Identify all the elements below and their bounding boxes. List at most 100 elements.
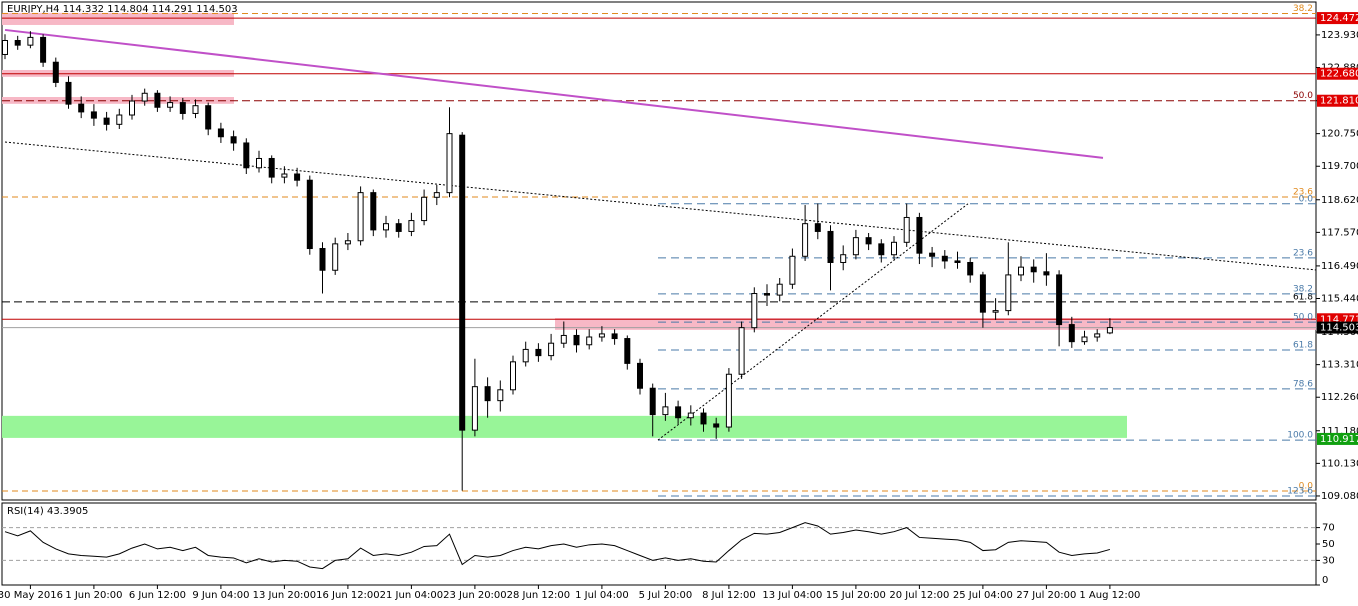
y-tick-label: 123.930 [1321, 30, 1358, 41]
candle-body [27, 36, 34, 46]
price-tag-label: 114.771 [1320, 314, 1358, 325]
candle-body [1068, 324, 1075, 343]
candle-body [141, 92, 148, 102]
candle-body [725, 373, 732, 428]
level-label: 50.0 [1293, 313, 1313, 323]
x-tick-label: 30 May 2016 [0, 590, 63, 601]
y-tick-label: 116.490 [1321, 261, 1358, 272]
x-tick-label: 5 Jul 20:00 [639, 590, 693, 601]
candle-body [510, 361, 516, 391]
candle-body [103, 117, 110, 125]
candle-body [129, 100, 135, 116]
rsi-y-tick-label: 50 [1322, 539, 1335, 550]
y-tick-label: 111.180 [1321, 426, 1358, 437]
candle-body [2, 39, 8, 55]
price-tag [1317, 321, 1358, 334]
candle-body [764, 293, 770, 296]
candle-body [230, 136, 237, 144]
level-label: 61.8 [1293, 341, 1313, 351]
candle-body [738, 327, 745, 375]
candle-body [357, 192, 364, 242]
candle-body [891, 241, 897, 256]
level-label: 38.2 [1293, 284, 1313, 294]
candle-body [1018, 266, 1024, 276]
rsi-line [4, 522, 1111, 570]
trendline [657, 203, 969, 441]
candle-body [167, 102, 174, 108]
candle-body [332, 243, 339, 271]
y-tick-label: 110.130 [1321, 458, 1358, 469]
level-label: 23.6 [1293, 187, 1313, 197]
y-tick-label: 120.750 [1321, 129, 1358, 140]
x-tick-label: 8 Jul 12:00 [702, 590, 756, 601]
candle-body [14, 39, 21, 46]
candle-body [586, 336, 593, 346]
x-tick-label: 15 Jul 20:00 [826, 590, 886, 601]
x-tick-label: 1 Jun 20:00 [65, 590, 122, 601]
level-label: 0.0 [1299, 194, 1314, 204]
candle-body [116, 114, 123, 125]
x-tick-label: 27 Jul 20:00 [1016, 590, 1076, 601]
candle-body [154, 92, 161, 108]
candle-body [903, 216, 910, 243]
candle-body [675, 406, 682, 419]
candle-body [78, 103, 85, 113]
candle-body [522, 348, 529, 363]
candle-body [497, 389, 504, 402]
candle-body [1043, 271, 1050, 276]
candle-body [967, 261, 974, 276]
x-tick-label: 21 Jun 04:00 [380, 590, 444, 601]
candle-body [1056, 274, 1063, 326]
candle-body [560, 334, 567, 344]
candle-body [637, 362, 643, 389]
price-tag [1317, 12, 1358, 25]
price-tag [1317, 67, 1358, 80]
price-tag-label: 122.680 [1320, 69, 1358, 80]
candle-body [1106, 327, 1113, 334]
candle-body [776, 283, 783, 296]
y-tick-label: 118.620 [1321, 195, 1358, 206]
level-label: 78.6 [1293, 379, 1313, 389]
candle-body [268, 157, 275, 178]
price-tag [1317, 94, 1358, 107]
candle-body [598, 333, 605, 338]
candle-body [916, 216, 923, 254]
candle-body [814, 223, 821, 232]
candle-body [179, 102, 186, 114]
candle-body [421, 196, 428, 222]
candle-body [281, 173, 288, 178]
candle-body [535, 348, 542, 357]
level-label: 100.0 [1287, 431, 1313, 441]
x-tick-label: 13 Jul 04:00 [762, 590, 822, 601]
x-tick-label: 1 Jul 04:00 [575, 590, 629, 601]
candle-body [802, 223, 809, 257]
candle-body [459, 134, 466, 431]
candle-body [1094, 333, 1101, 338]
candle-body [548, 342, 555, 357]
candle-body [954, 260, 961, 263]
x-tick-label: 6 Jun 12:00 [129, 590, 186, 601]
candle-body [383, 223, 389, 231]
candle-body [992, 310, 999, 313]
price-tag-label: 110.917 [1320, 434, 1358, 445]
rsi-y-tick-label: 30 [1322, 555, 1335, 566]
candle-body [446, 133, 453, 194]
candle-body [852, 237, 859, 256]
candle-body [370, 192, 377, 231]
candle-body [713, 423, 720, 428]
level-label: 123.6 [1287, 486, 1313, 496]
level-label: 61.8 [1293, 292, 1313, 302]
candle-body [205, 105, 212, 130]
candle-body [1005, 274, 1012, 312]
candle-body [319, 248, 326, 271]
candle-body [1081, 336, 1088, 343]
x-tick-label: 23 Jun 20:00 [443, 590, 507, 601]
price-tag-label: 124.472 [1320, 13, 1358, 24]
candle-body [624, 338, 631, 364]
candle-body [611, 333, 618, 340]
candle-body [1030, 266, 1037, 273]
candle-body [789, 255, 796, 285]
price-tag-label: 121.810 [1320, 96, 1358, 107]
